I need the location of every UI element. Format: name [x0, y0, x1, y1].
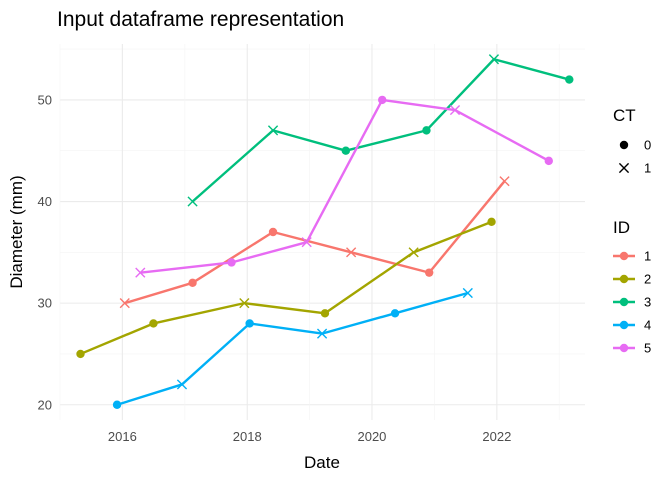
- legend-label-id-2: 2: [644, 272, 651, 287]
- legend-title-id: ID: [613, 218, 630, 237]
- data-point-id-2: [76, 349, 85, 359]
- data-point-id-1: [499, 176, 510, 187]
- data-point-id-2: [149, 319, 158, 328]
- legend-key-id-1: [613, 251, 635, 261]
- series-line-id-5: [140, 98, 550, 274]
- legend-label-id-5: 5: [644, 341, 651, 356]
- x-tick-label: 2016: [108, 429, 137, 444]
- legend-key-id-5: [613, 343, 635, 353]
- data-point-id-3: [267, 125, 279, 136]
- data-point-id-2: [408, 247, 419, 258]
- legend-key-ct-1: [618, 162, 630, 174]
- legend-key-ct-0: [619, 140, 629, 150]
- x-tick-label: 2020: [357, 429, 386, 444]
- data-point-id-3: [187, 196, 198, 207]
- x-axis-title: Date: [304, 453, 340, 472]
- series-line-id-1: [124, 180, 506, 305]
- data-point-id-5: [301, 237, 312, 248]
- x-axis-ticks: 2016 2018 2020 2022: [108, 429, 511, 444]
- data-point-id-2: [239, 298, 250, 309]
- data-point-id-4: [390, 309, 400, 318]
- data-point-id-1: [424, 268, 434, 277]
- y-tick-label: 30: [38, 296, 52, 311]
- data-point-id-4: [316, 328, 328, 339]
- data-point-id-5: [378, 95, 387, 105]
- data-point-id-1: [119, 298, 130, 309]
- legend-label-id-1: 1: [644, 249, 651, 264]
- chart-title: Input dataframe representation: [57, 8, 344, 31]
- legend-key-id-2: [613, 274, 635, 284]
- data-point-id-3: [565, 75, 574, 84]
- series-line-id-3: [191, 58, 570, 203]
- series-line-id-2: [80, 220, 492, 356]
- legend-label-id-3: 3: [644, 295, 651, 310]
- y-axis-title: Diameter (mm): [7, 175, 26, 288]
- y-tick-label: 40: [38, 194, 52, 209]
- x-tick-label: 2018: [233, 429, 262, 444]
- data-point-id-2: [320, 309, 330, 318]
- data-point-id-3: [488, 54, 500, 65]
- data-point-id-5: [544, 156, 553, 166]
- data-point-id-5: [449, 104, 461, 116]
- legend-label-ct-1: 1: [644, 161, 651, 176]
- data-point-id-3: [422, 126, 431, 135]
- grid: [59, 44, 585, 420]
- data-point-id-1: [346, 247, 357, 258]
- data-point-id-4: [462, 287, 473, 299]
- series-lines: [80, 58, 570, 406]
- data-point-id-4: [176, 379, 188, 390]
- data-point-id-3: [341, 146, 351, 155]
- data-point-id-5: [227, 258, 236, 267]
- x-tick-label: 2022: [482, 429, 511, 444]
- data-point-id-4: [112, 400, 122, 409]
- data-point-id-1: [188, 278, 197, 288]
- y-tick-label: 50: [38, 92, 52, 107]
- data-point-id-5: [135, 267, 146, 278]
- legend-key-id-3: [613, 297, 635, 307]
- legend-label-id-4: 4: [644, 318, 651, 333]
- legend-label-ct-0: 0: [644, 138, 651, 153]
- y-tick-label: 20: [38, 397, 52, 412]
- data-point-id-2: [487, 217, 496, 227]
- series-line-id-4: [116, 291, 469, 406]
- data-point-id-1: [268, 227, 278, 237]
- y-axis-ticks: 20 30 40 50: [38, 92, 52, 412]
- legend-title-ct: CT: [613, 106, 636, 125]
- legends: CT 0 1 ID 1 2 3 4 5: [613, 106, 651, 356]
- series-points: [76, 54, 574, 409]
- data-point-id-4: [245, 319, 254, 328]
- legend-key-id-4: [613, 320, 635, 330]
